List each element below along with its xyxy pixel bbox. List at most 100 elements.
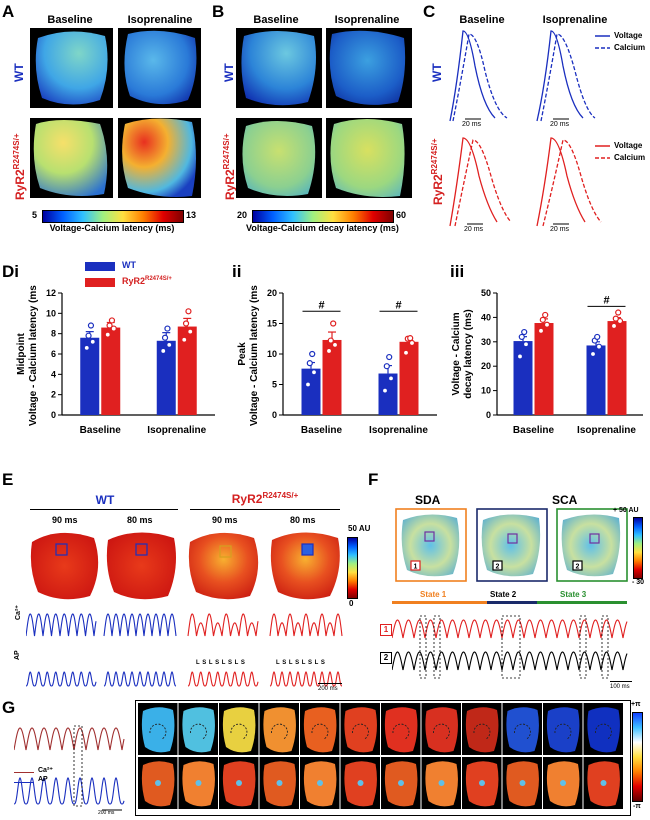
bar <box>301 368 321 415</box>
data-point <box>185 308 192 315</box>
data-point <box>108 317 116 324</box>
phase-singularity <box>317 780 323 786</box>
panel-a-col-isoprenaline: Isoprenaline <box>127 14 193 26</box>
panel-b-col-isoprenaline: Isoprenaline <box>334 14 400 26</box>
y-tick-label: 2 <box>51 390 56 400</box>
panel-b-row-wt: WT <box>222 63 236 82</box>
panel-e-ap-label: AP <box>14 650 21 660</box>
significance-mark: # <box>603 294 609 306</box>
panel-c-col-isoprenaline: Isoprenaline <box>542 14 608 26</box>
x-tick-label: Isoprenaline <box>369 425 428 436</box>
y-tick-label: 10 <box>267 349 277 359</box>
data-point <box>539 316 546 323</box>
panel-e-t1: 90 ms <box>52 515 78 525</box>
bar <box>513 341 533 415</box>
data-point <box>304 381 312 388</box>
panel-e-traces <box>26 613 343 687</box>
phase-singularity <box>357 780 364 786</box>
y-tick-label: 10 <box>46 308 56 318</box>
panel-c-wt-legend-voltage: Voltage <box>614 31 643 40</box>
bar <box>177 326 197 415</box>
panel-g-colorbar <box>632 712 643 802</box>
rotor-arrow <box>230 723 248 740</box>
panel-e-ls-2: L S L S L S L S <box>276 660 326 666</box>
panel-b-row-ryr2: RyR2R2474S/+ <box>222 133 237 201</box>
panel-b-col-baseline: Baseline <box>253 14 299 26</box>
bar <box>322 339 342 415</box>
phase-map <box>182 707 215 753</box>
panel-f-state3-bar <box>537 601 627 604</box>
panel-c-row-ryr2: RyR2R2474S/+ <box>430 138 445 206</box>
data-point <box>537 327 545 334</box>
panel-g-ca-legend-line <box>14 772 34 773</box>
bar <box>80 337 100 415</box>
panel-a-cbar-max: 13 <box>186 210 197 220</box>
panel-a-colorbar <box>42 210 184 223</box>
panel-c-scale-wt-iso: 20 ms <box>550 121 570 128</box>
panel-f-box2-b: 2 <box>576 564 580 571</box>
y-tick-label: 8 <box>51 329 56 339</box>
phase-singularity <box>276 780 283 786</box>
y-axis-label: decay latency (ms) <box>463 309 474 399</box>
phase-map <box>587 707 620 753</box>
panel-e-cbar-max: 50 AU <box>348 524 371 533</box>
y-axis-label: Midpoint <box>16 333 27 375</box>
legend-wt-label: WT <box>122 260 136 270</box>
chart-diii: 0 10 20 30 40 50 Voltage - Calcium decay latenc… <box>451 288 643 436</box>
data-point <box>161 334 169 341</box>
panel-e-t2: 80 ms <box>127 515 153 525</box>
panel-e-ca-label: Ca²⁺ <box>15 605 22 620</box>
y-tick-label: 0 <box>51 410 56 420</box>
panel-b-cbar-min: 20 <box>237 210 248 220</box>
panel-c-rr-legend-voltage: Voltage <box>614 141 643 150</box>
panel-g-ca-legend: Ca²⁺ <box>38 767 53 774</box>
y-tick-label: 20 <box>481 361 491 371</box>
panel-c-label: C <box>423 2 436 21</box>
rotor-arrow <box>392 723 410 740</box>
y-tick-label: 15 <box>267 319 277 329</box>
panel-c-col-baseline: Baseline <box>459 14 505 26</box>
rotor-arrow <box>514 723 531 740</box>
data-point <box>610 322 618 330</box>
data-point <box>309 350 316 358</box>
bar <box>534 323 554 415</box>
rotor-arrow <box>595 723 612 740</box>
phase-singularity <box>479 780 485 786</box>
panel-f-state1: State 1 <box>420 590 447 599</box>
panel-e-wt-title: WT <box>95 493 115 507</box>
y-tick-label: 30 <box>481 337 491 347</box>
panel-e-scale: 200 ms <box>318 686 338 692</box>
panel-f-cbar-max: + 50 AU <box>613 507 639 514</box>
phase-map <box>141 707 175 753</box>
data-point <box>595 343 603 350</box>
y-tick-label: 4 <box>51 369 56 379</box>
bar <box>156 340 176 415</box>
data-point <box>408 339 416 347</box>
x-tick-label: Baseline <box>513 425 555 436</box>
y-tick-label: 0 <box>486 410 491 420</box>
panel-b-label: B <box>212 2 225 21</box>
panel-a-row-ryr2: RyR2R2474S/+ <box>12 133 27 201</box>
panel-c-rr-legend-calcium: Calcium <box>614 153 646 162</box>
panel-f-state2-bar <box>487 601 537 604</box>
panel-f-traces <box>392 615 628 679</box>
panel-f-box1-a: 1 <box>414 564 418 571</box>
phase-singularity <box>519 780 526 786</box>
rotor-arrow <box>554 723 572 740</box>
bar <box>586 345 606 415</box>
data-point <box>166 341 173 348</box>
phase-map <box>222 707 256 753</box>
y-axis-label: Peak <box>237 342 248 366</box>
data-point <box>516 353 524 360</box>
panel-f-trace1-box: 1 <box>380 624 392 636</box>
y-tick-label: 20 <box>267 288 277 298</box>
panel-b-cbar-max: 60 <box>396 210 407 220</box>
panel-f-maps: 1 2 2 <box>395 508 628 582</box>
panel-g-frame <box>135 700 631 816</box>
phase-map <box>263 707 296 753</box>
panel-f-scale: 100 ms <box>610 684 630 690</box>
panel-f-cbar-min: - 30 <box>632 579 645 586</box>
trace-wt-ca-90 <box>26 613 97 637</box>
data-point <box>164 325 171 332</box>
data-point <box>330 320 337 327</box>
